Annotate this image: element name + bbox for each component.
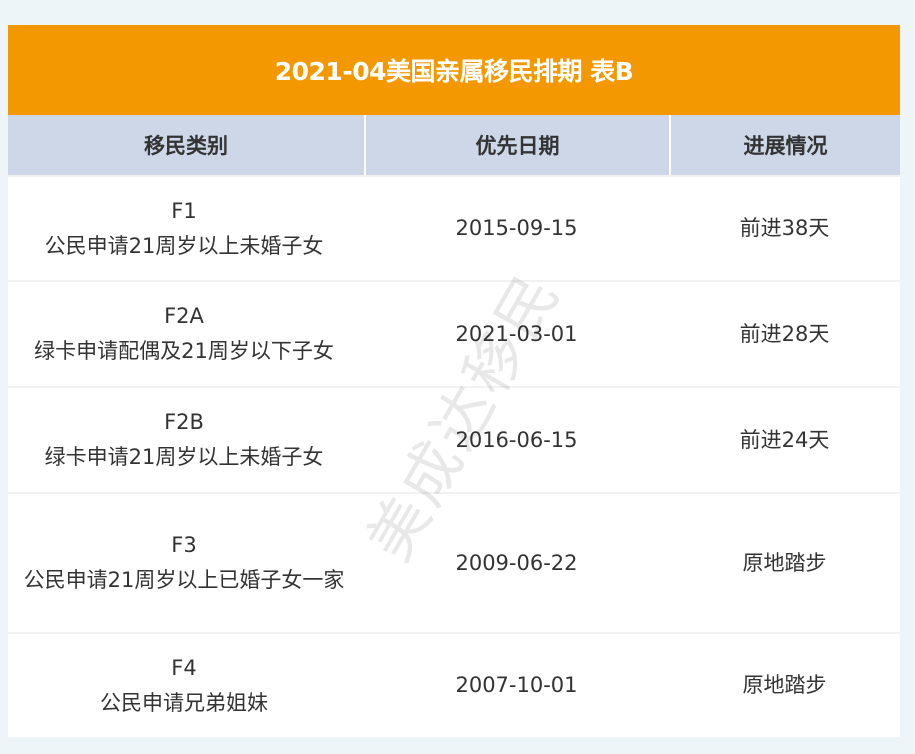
category-cell: F3 公民申请21周岁以上已婚子女一家 xyxy=(8,494,360,632)
category-cell: F1 公民申请21周岁以上未婚子女 xyxy=(8,177,360,280)
category-code: F4 xyxy=(171,655,197,680)
progress-cell: 前进24天 xyxy=(739,427,830,452)
category-cell: F2A 绿卡申请配偶及21周岁以下子女 xyxy=(8,282,360,386)
priority-date-cell: 2015-09-15 xyxy=(455,216,578,240)
table-title: 2021-04美国亲属移民排期 表B xyxy=(8,25,900,115)
table-row: F2B 绿卡申请21周岁以上未婚子女 2016-06-15 前进24天 xyxy=(8,386,900,492)
category-cell: F2B 绿卡申请21周岁以上未婚子女 xyxy=(8,388,360,492)
category-desc: 绿卡申请配偶及21周岁以下子女 xyxy=(34,339,334,363)
category-code: F2A xyxy=(164,304,204,328)
priority-date-cell: 2016-06-15 xyxy=(455,427,578,452)
progress-cell: 前进38天 xyxy=(739,216,830,240)
category-cell: F4 公民申请兄弟姐妹 xyxy=(8,634,360,737)
progress-cell: 原地踏步 xyxy=(742,673,827,697)
priority-date-cell: 2009-06-22 xyxy=(455,550,578,575)
category-code: F2B xyxy=(164,410,204,434)
visa-bulletin-table: 2021-04美国亲属移民排期 表B 移民类别 优先日期 进展情况 F1 公民申请… xyxy=(8,25,900,737)
category-code: F1 xyxy=(171,198,197,223)
category-desc: 公民申请21周岁以上已婚子女一家 xyxy=(23,568,345,592)
table-row: F2A 绿卡申请配偶及21周岁以下子女 2021-03-01 前进28天 xyxy=(8,280,900,386)
header-progress: 进展情况 xyxy=(669,115,900,175)
header-category: 移民类别 xyxy=(8,115,364,175)
table-row: F1 公民申请21周岁以上未婚子女 2015-09-15 前进38天 xyxy=(8,175,900,280)
progress-cell: 前进28天 xyxy=(739,321,830,346)
table-header: 移民类别 优先日期 进展情况 xyxy=(8,115,900,175)
category-code: F3 xyxy=(171,533,197,557)
priority-date-cell: 2021-03-01 xyxy=(455,321,578,346)
category-desc: 公民申请21周岁以上未婚子女 xyxy=(44,233,324,258)
table-row: F4 公民申请兄弟姐妹 2007-10-01 原地踏步 xyxy=(8,632,900,737)
progress-cell: 原地踏步 xyxy=(742,550,827,575)
header-priority-date: 优先日期 xyxy=(364,115,669,175)
category-desc: 公民申请兄弟姐妹 xyxy=(100,690,268,715)
category-desc: 绿卡申请21周岁以上未婚子女 xyxy=(44,445,324,469)
priority-date-cell: 2007-10-01 xyxy=(455,673,578,697)
table-row: F3 公民申请21周岁以上已婚子女一家 2009-06-22 原地踏步 xyxy=(8,492,900,632)
